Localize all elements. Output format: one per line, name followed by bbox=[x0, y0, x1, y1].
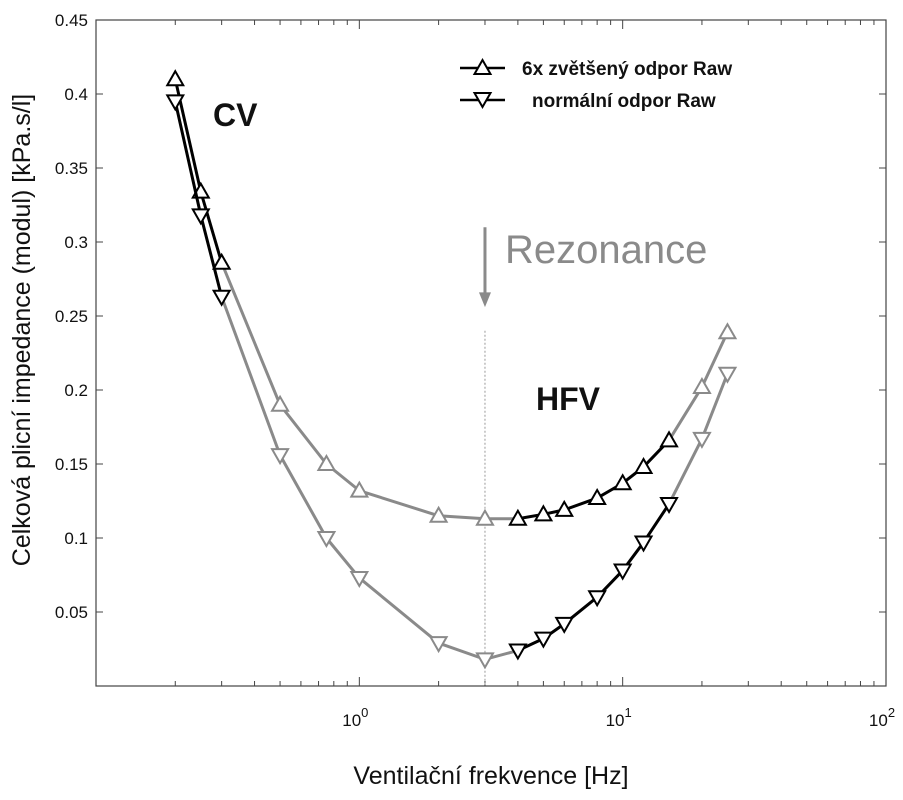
data-point bbox=[717, 322, 738, 340]
data-point bbox=[349, 570, 370, 588]
data-point bbox=[659, 430, 679, 448]
data-point bbox=[717, 366, 738, 384]
series-segment bbox=[278, 403, 328, 466]
series-segment bbox=[199, 213, 224, 299]
data-point bbox=[587, 488, 607, 506]
legend: 6x zvětšený odpor Raw normální odpor Raw bbox=[460, 57, 732, 112]
series-segment bbox=[700, 372, 729, 441]
data-point bbox=[587, 590, 607, 608]
series-2 bbox=[165, 94, 738, 670]
x-tick-label: 101 bbox=[606, 705, 632, 730]
data-point bbox=[475, 508, 495, 526]
x-tick-label: 100 bbox=[342, 705, 368, 730]
data-point bbox=[349, 480, 370, 498]
data-point bbox=[554, 616, 574, 634]
series-segment bbox=[700, 330, 729, 389]
series-segment bbox=[437, 641, 487, 661]
series-segment bbox=[437, 514, 487, 521]
data-point bbox=[211, 289, 232, 307]
y-tick-label: 0.05 bbox=[55, 603, 88, 622]
y-tick-label: 0.45 bbox=[55, 11, 88, 30]
legend-marker-triangle-up bbox=[472, 57, 493, 75]
cv-label: CV bbox=[213, 97, 258, 133]
legend-marker-triangle-down bbox=[472, 92, 493, 110]
data-point bbox=[633, 456, 654, 474]
series-segment bbox=[667, 437, 704, 506]
data-point bbox=[316, 453, 337, 471]
axis-ticks: 0.05 0.1 0.15 0.2 0.25 0.3 0.35 0.4 0.45 100 101 10… bbox=[55, 11, 895, 730]
data-point bbox=[270, 448, 290, 466]
data-point bbox=[633, 535, 654, 553]
data-point bbox=[533, 504, 554, 522]
series-1 bbox=[165, 69, 738, 526]
legend-label-series-1: 6x zvětšený odpor Raw bbox=[522, 59, 732, 80]
data-point bbox=[508, 643, 528, 661]
data-point bbox=[428, 636, 449, 654]
data-point bbox=[316, 531, 337, 549]
data-point bbox=[211, 252, 232, 270]
series-segment bbox=[199, 190, 224, 265]
data-point bbox=[612, 473, 633, 491]
y-tick-label: 0.2 bbox=[64, 381, 88, 400]
data-point bbox=[191, 208, 211, 226]
data-point bbox=[533, 631, 554, 649]
y-tick-label: 0.1 bbox=[64, 529, 88, 548]
legend-label-series-2: normální odpor Raw bbox=[532, 91, 716, 112]
series-segment bbox=[357, 576, 441, 645]
series-layer bbox=[165, 69, 738, 670]
data-point bbox=[692, 377, 712, 395]
y-tick-label: 0.3 bbox=[64, 233, 88, 252]
series-segment bbox=[173, 99, 203, 217]
y-tick-label: 0.35 bbox=[55, 159, 88, 178]
series-segment bbox=[220, 261, 282, 407]
data-point bbox=[554, 499, 574, 517]
y-tick-label: 0.15 bbox=[55, 455, 88, 474]
y-tick-label: 0.4 bbox=[64, 85, 88, 104]
data-point bbox=[508, 508, 528, 526]
hfv-label: HFV bbox=[536, 381, 601, 417]
x-axis-title: Ventilační frekvence [Hz] bbox=[353, 762, 628, 790]
x-tick-label: 102 bbox=[869, 705, 895, 730]
plot-frame bbox=[95, 19, 887, 687]
data-point bbox=[165, 69, 185, 87]
data-point bbox=[612, 563, 633, 581]
series-segment bbox=[667, 385, 704, 442]
data-point bbox=[659, 496, 679, 514]
series-segment bbox=[278, 453, 328, 540]
data-point bbox=[428, 505, 449, 523]
data-point bbox=[165, 94, 185, 112]
data-point bbox=[475, 652, 495, 670]
series-segment bbox=[357, 489, 441, 518]
resonance-arrow-head bbox=[478, 292, 491, 308]
y-axis-title: Celková plicní impedance (modul) [kPa.s/… bbox=[8, 94, 36, 566]
data-point bbox=[270, 394, 290, 412]
y-tick-label: 0.25 bbox=[55, 307, 88, 326]
resonance-guide bbox=[478, 227, 491, 686]
resonance-label: Rezonance bbox=[505, 228, 707, 272]
series-segment bbox=[220, 295, 282, 457]
data-point bbox=[692, 431, 712, 449]
